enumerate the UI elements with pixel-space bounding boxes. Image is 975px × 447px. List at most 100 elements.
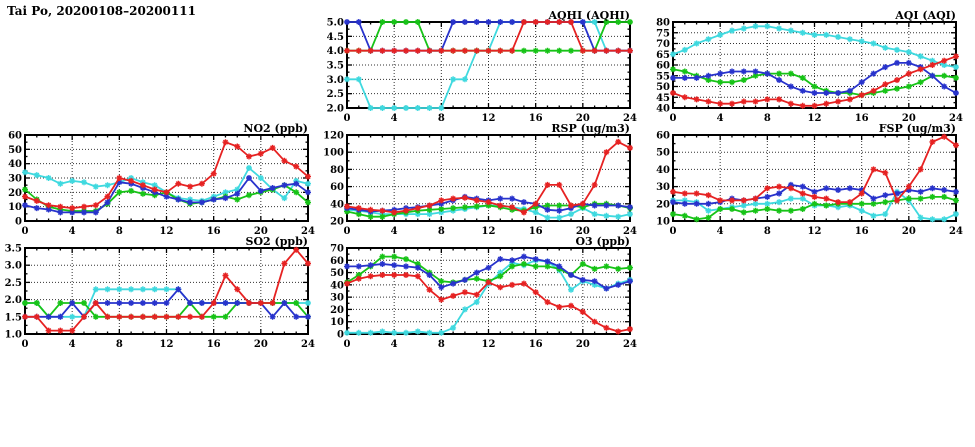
svg-text:75: 75	[656, 28, 670, 39]
svg-text:16: 16	[207, 339, 221, 350]
so2-canvas: 1.0 1.5 2.0 2.5 3.0 3.5 0 4 8 12 16 20 24 SO2 (ppb)	[5, 235, 315, 350]
svg-text:40: 40	[8, 159, 22, 170]
svg-text:100: 100	[323, 148, 344, 159]
svg-text:65: 65	[656, 50, 670, 61]
svg-text:20: 20	[576, 339, 590, 350]
svg-text:24: 24	[623, 339, 637, 350]
aqhi-canvas: 2.0 2.5 3.0 3.5 4.0 4.5 5.0 0 4 8 12 16 20 24 AQHI (AQ…	[327, 9, 637, 124]
svg-text:1.5: 1.5	[5, 312, 22, 323]
svg-text:AQHI (AQHI): AQHI (AQHI)	[547, 9, 630, 22]
rsp-canvas: 20 40 60 80 100 120 0 4 8 12 16 20 24 RSP (ug/m3)	[323, 122, 637, 237]
svg-text:70: 70	[656, 39, 670, 50]
svg-text:5.0: 5.0	[327, 18, 344, 29]
svg-text:12: 12	[160, 226, 174, 237]
svg-text:2.0: 2.0	[327, 104, 344, 115]
svg-text:8: 8	[116, 226, 123, 237]
svg-text:16: 16	[207, 226, 221, 237]
svg-text:0: 0	[15, 217, 22, 228]
svg-text:0: 0	[344, 113, 351, 124]
page-title: Tai Po, 20200108–20200111	[7, 4, 196, 18]
chart-no2: 0 10 20 30 40 50 60 0 4 8 12 16 20 24 NO2 (ppb)	[0, 121, 320, 244]
svg-text:4: 4	[391, 226, 398, 237]
svg-text:60: 60	[330, 256, 344, 267]
svg-text:20: 20	[330, 305, 344, 316]
svg-text:16: 16	[529, 226, 543, 237]
chart-so2: 1.0 1.5 2.0 2.5 3.0 3.5 0 4 8 12 16 20 24 SO2 (ppb)	[0, 234, 320, 357]
svg-text:3.5: 3.5	[327, 61, 344, 72]
svg-text:8: 8	[438, 226, 445, 237]
svg-text:RSP (ug/m3): RSP (ug/m3)	[551, 122, 630, 135]
svg-text:40: 40	[330, 280, 344, 291]
svg-text:4.0: 4.0	[327, 46, 344, 57]
svg-text:8: 8	[438, 113, 445, 124]
svg-text:O3 (ppb): O3 (ppb)	[575, 235, 630, 248]
svg-text:60: 60	[656, 131, 670, 142]
no2-canvas: 0 10 20 30 40 50 60 0 4 8 12 16 20 24 NO2 (ppb)	[8, 122, 315, 237]
svg-text:SO2 (ppb): SO2 (ppb)	[246, 235, 309, 248]
svg-text:24: 24	[623, 113, 637, 124]
svg-text:24: 24	[301, 226, 315, 237]
svg-text:0: 0	[670, 226, 677, 237]
svg-text:4: 4	[717, 113, 724, 124]
svg-text:4: 4	[391, 339, 398, 350]
svg-text:20: 20	[254, 226, 268, 237]
svg-text:60: 60	[656, 61, 670, 72]
chart-aqhi: 2.0 2.5 3.0 3.5 4.0 4.5 5.0 0 4 8 12 16 20 24 AQHI (AQ…	[322, 8, 642, 131]
svg-text:50: 50	[656, 148, 670, 159]
svg-text:120: 120	[323, 131, 344, 142]
svg-text:24: 24	[949, 113, 963, 124]
svg-text:20: 20	[254, 339, 268, 350]
svg-text:20: 20	[902, 113, 916, 124]
svg-text:2.0: 2.0	[5, 295, 22, 306]
svg-text:8: 8	[116, 339, 123, 350]
svg-text:24: 24	[301, 339, 315, 350]
svg-text:30: 30	[656, 182, 670, 193]
svg-text:16: 16	[855, 226, 869, 237]
svg-text:45: 45	[656, 93, 670, 104]
svg-text:20: 20	[656, 199, 670, 210]
svg-text:3.0: 3.0	[5, 261, 22, 272]
svg-text:0: 0	[670, 113, 677, 124]
svg-text:50: 50	[656, 82, 670, 93]
svg-text:55: 55	[656, 71, 670, 82]
svg-text:40: 40	[330, 199, 344, 210]
svg-text:12: 12	[808, 113, 822, 124]
svg-text:NO2 (ppb): NO2 (ppb)	[243, 122, 308, 135]
svg-text:12: 12	[482, 339, 496, 350]
svg-text:10: 10	[330, 317, 344, 328]
svg-text:0: 0	[22, 339, 29, 350]
svg-text:12: 12	[160, 339, 174, 350]
svg-text:1.0: 1.0	[5, 330, 22, 341]
chart-o3: 0 10 20 30 40 50 60 70 0 4 8 12 16 20 24 O3 (ppb)	[322, 234, 642, 357]
svg-text:80: 80	[656, 18, 670, 29]
fsp-canvas: 10 20 30 40 50 60 0 4 8 12 16 20 24 FSP (ug/m3)	[656, 122, 963, 237]
svg-text:12: 12	[482, 113, 496, 124]
svg-text:24: 24	[623, 226, 637, 237]
svg-text:16: 16	[529, 339, 543, 350]
svg-text:4: 4	[69, 339, 76, 350]
svg-text:12: 12	[808, 226, 822, 237]
chart-aqi: 40 45 50 55 60 65 70 75 80 0 4 8 12 16 20 24 AQI (AQI)	[648, 8, 968, 131]
svg-text:0: 0	[344, 339, 351, 350]
svg-text:16: 16	[529, 113, 543, 124]
svg-text:0: 0	[22, 226, 29, 237]
svg-text:12: 12	[482, 226, 496, 237]
svg-text:30: 30	[8, 174, 22, 185]
svg-text:2.5: 2.5	[327, 89, 344, 100]
svg-text:50: 50	[330, 268, 344, 279]
svg-text:8: 8	[764, 113, 771, 124]
svg-text:70: 70	[330, 244, 344, 255]
chart-fsp: 10 20 30 40 50 60 0 4 8 12 16 20 24 FSP (ug/m3)	[648, 121, 968, 244]
svg-text:3.0: 3.0	[327, 75, 344, 86]
svg-text:40: 40	[656, 165, 670, 176]
svg-text:20: 20	[576, 226, 590, 237]
svg-text:80: 80	[330, 165, 344, 176]
svg-text:AQI (AQI): AQI (AQI)	[894, 9, 956, 22]
svg-text:10: 10	[8, 202, 22, 213]
svg-text:2.5: 2.5	[5, 278, 22, 289]
svg-text:4: 4	[717, 226, 724, 237]
svg-text:24: 24	[949, 226, 963, 237]
